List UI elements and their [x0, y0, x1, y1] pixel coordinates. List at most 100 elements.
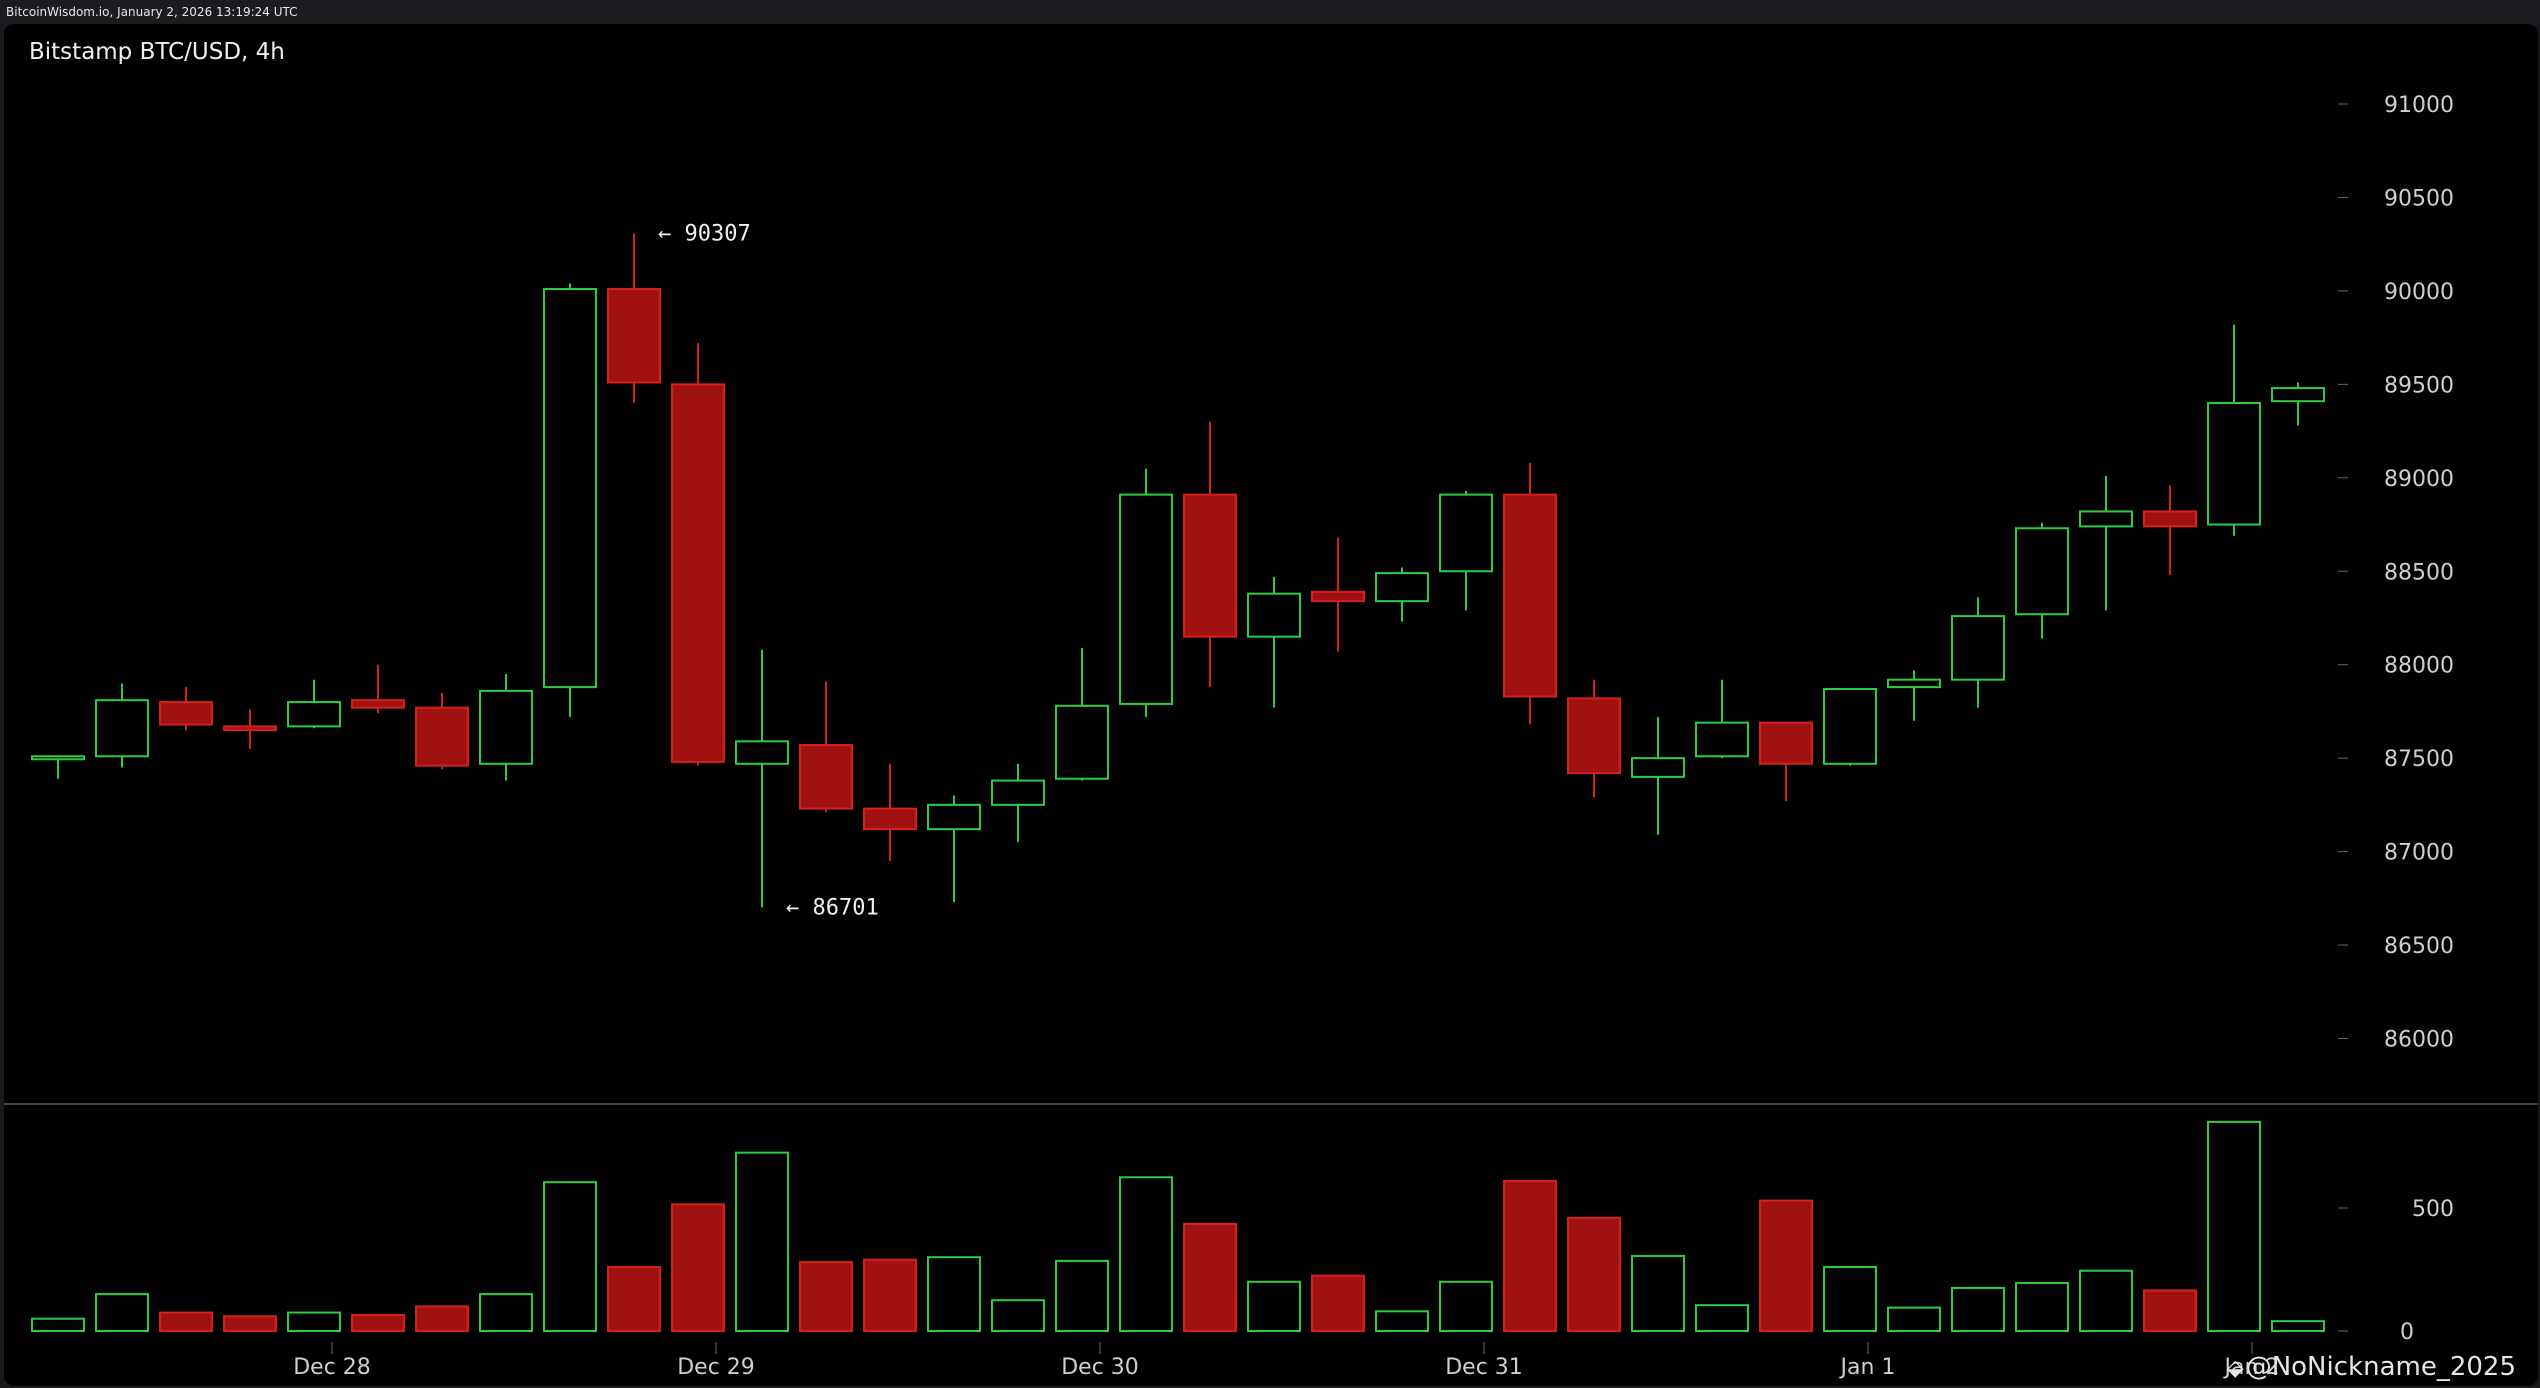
volume-bar-up — [2207, 1120, 2261, 1333]
candle-down — [863, 807, 917, 831]
candle-up — [927, 803, 981, 831]
candle-down — [159, 701, 213, 726]
annotation-layer: ← 90307 ← 86701 — [658, 222, 879, 921]
volume-bar-up — [991, 1299, 1045, 1332]
watermark-handle: @NoNickname_2025 — [2245, 1352, 2516, 1382]
price-tick-label: 89000 — [2384, 467, 2454, 492]
volume-bar-up — [2079, 1269, 2133, 1332]
candle-up — [287, 701, 341, 728]
volume-bar-up — [1887, 1306, 1941, 1333]
price-tick-label: 86000 — [2384, 1028, 2454, 1053]
candle-down — [1311, 590, 1365, 603]
candle-down — [2143, 510, 2197, 528]
candle-up — [1951, 615, 2005, 681]
volume-bar-up — [479, 1293, 533, 1332]
volume-bar-down — [223, 1315, 277, 1332]
volume-bar-up — [1247, 1280, 1301, 1333]
candle-up — [1375, 572, 1429, 603]
volume-bar-down — [1183, 1222, 1237, 1332]
binance-diamond-icon: ⬙ — [2226, 1356, 2244, 1381]
volume-bar-up — [287, 1311, 341, 1333]
candle-up — [95, 699, 149, 758]
volume-bar-down — [1567, 1216, 1621, 1332]
volume-bar-up — [1439, 1280, 1493, 1333]
candle-down — [223, 725, 277, 732]
volume-bar-up — [1119, 1176, 1173, 1332]
volume-bar-down — [671, 1203, 725, 1333]
price-tick-label: 91000 — [2384, 93, 2454, 118]
candle-up — [1055, 704, 1109, 780]
chart-frame: Bitstamp BTC/USD, 4h 86000 86500 87000 8750… — [4, 24, 2538, 1386]
candle-up — [2271, 387, 2325, 403]
volume-bar-up — [1631, 1254, 1685, 1332]
candle-up — [1631, 757, 1685, 778]
volume-tick-label: 500 — [2412, 1197, 2454, 1222]
volume-bar-down — [1311, 1274, 1365, 1333]
candle-up — [1823, 687, 1877, 765]
volume-bar-up — [1375, 1310, 1429, 1332]
chart-title: Bitstamp BTC/USD, 4h — [29, 39, 285, 65]
candle-up — [31, 755, 85, 761]
price-tick-label: 88500 — [2384, 560, 2454, 585]
volume-bar-down — [2143, 1289, 2197, 1333]
time-axis: Dec 28 Dec 29 Dec 30 Dec 31 Jan 1 Jan 2 — [293, 1342, 2279, 1380]
candlestick-chart: Bitstamp BTC/USD, 4h 86000 86500 87000 8750… — [4, 39, 2538, 1380]
time-tick-label: Jan 2 — [2223, 1355, 2280, 1380]
candle-up — [1695, 721, 1749, 758]
candles-layer — [31, 233, 2325, 908]
volume-tick-label: 0 — [2400, 1320, 2414, 1345]
volume-bar-down — [415, 1305, 469, 1333]
candle-down — [1759, 721, 1813, 765]
volume-bar-up — [2015, 1282, 2069, 1333]
volume-bar-up — [735, 1151, 789, 1333]
price-axis: 86000 86500 87000 87500 88000 88500 89000 89500… — [2338, 93, 2454, 1053]
candle-down — [671, 383, 725, 763]
volume-bar-up — [2271, 1320, 2325, 1333]
candle-down — [1503, 493, 1557, 698]
volume-bar-up — [543, 1181, 597, 1333]
price-tick-label: 88000 — [2384, 654, 2454, 679]
price-tick-label: 89500 — [2384, 373, 2454, 398]
price-annotation: ← 86701 — [786, 895, 879, 920]
candle-up — [479, 689, 533, 765]
candle-up — [1119, 493, 1173, 705]
price-tick-label: 86500 — [2384, 934, 2454, 959]
price-tick-label: 87500 — [2384, 747, 2454, 772]
time-tick-label: Dec 28 — [293, 1355, 371, 1380]
time-tick-label: Jan 1 — [1839, 1355, 1896, 1380]
time-tick-label: Dec 31 — [1445, 1355, 1523, 1380]
volume-bar-down — [799, 1261, 853, 1332]
candle-up — [1887, 678, 1941, 689]
candle-down — [351, 699, 405, 709]
candle-down — [1567, 697, 1621, 775]
volume-bar-up — [1695, 1304, 1749, 1333]
candle-up — [1439, 493, 1493, 573]
candle-up — [735, 740, 789, 765]
candle-down — [607, 288, 661, 384]
volume-bar-down — [1503, 1179, 1557, 1332]
candle-down — [1183, 493, 1237, 638]
volume-layer — [31, 1120, 2325, 1333]
source-label: BitcoinWisdom.io, January 2, 2026 13:19:… — [6, 5, 298, 19]
top-bar: BitcoinWisdom.io, January 2, 2026 13:19:… — [0, 0, 2540, 24]
volume-bar-down — [159, 1311, 213, 1333]
candle-up — [991, 779, 1045, 806]
volume-bar-up — [1055, 1259, 1109, 1333]
volume-bar-down — [607, 1266, 661, 1333]
volume-bar-up — [95, 1293, 149, 1332]
time-tick-label: Dec 30 — [1061, 1355, 1139, 1380]
candle-up — [543, 288, 597, 689]
candle-up — [2079, 510, 2133, 528]
volume-bar-down — [351, 1314, 405, 1333]
candle-down — [799, 744, 853, 810]
candle-up — [2207, 402, 2261, 526]
volume-bar-up — [927, 1256, 981, 1332]
volume-bar-up — [1951, 1286, 2005, 1332]
price-tick-label: 90500 — [2384, 186, 2454, 211]
volume-axis: 0 500 — [2338, 1197, 2454, 1345]
volume-bar-up — [1823, 1266, 1877, 1333]
price-tick-label: 87000 — [2384, 841, 2454, 866]
candle-up — [1247, 592, 1301, 638]
candle-down — [415, 706, 469, 767]
time-tick-label: Dec 29 — [677, 1355, 755, 1380]
